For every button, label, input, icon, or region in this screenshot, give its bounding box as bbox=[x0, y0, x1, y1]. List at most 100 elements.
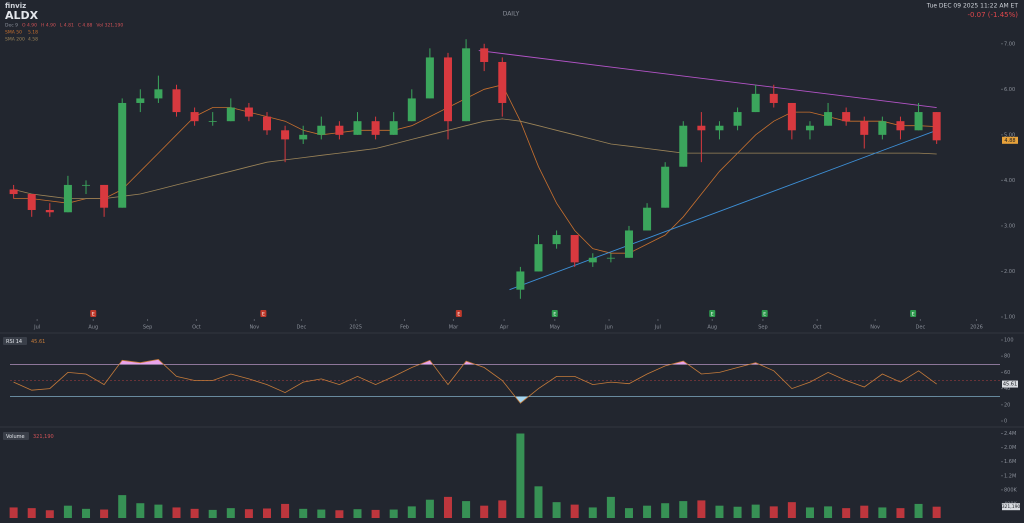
candle-body bbox=[244, 107, 253, 117]
earnings-marker bbox=[90, 310, 97, 317]
ohlc-info: L 4.81 bbox=[60, 23, 74, 29]
trendline bbox=[478, 50, 937, 108]
candle-body bbox=[208, 121, 217, 122]
x-tick-label: Sep bbox=[143, 325, 152, 331]
volume-bar bbox=[27, 508, 36, 518]
timestamp: Tue DEC 09 2025 11:22 AM ET bbox=[926, 3, 1019, 10]
y-tick-label: 40 bbox=[1004, 386, 1010, 392]
candle-body bbox=[226, 107, 235, 122]
volume-bar bbox=[9, 507, 18, 518]
volume-bar bbox=[715, 505, 724, 518]
volume-bar bbox=[118, 495, 127, 518]
y-tick-label: 2.0M bbox=[1004, 445, 1016, 451]
volume-bar bbox=[824, 506, 833, 518]
x-tick-label: Aug bbox=[88, 325, 98, 331]
volume-bar bbox=[534, 486, 543, 518]
volume-bar bbox=[353, 509, 362, 518]
candle-body bbox=[263, 116, 272, 131]
candle-body bbox=[371, 121, 380, 135]
candle-body bbox=[715, 125, 724, 131]
volume-bar bbox=[805, 507, 814, 518]
x-tick-label: Jul bbox=[654, 325, 661, 331]
candle-body bbox=[9, 189, 18, 195]
candle-body bbox=[805, 125, 814, 131]
candle-body bbox=[27, 194, 36, 210]
volume-bar bbox=[570, 504, 579, 518]
candle-body bbox=[100, 184, 109, 208]
candle-body bbox=[606, 257, 615, 259]
panel-label-box bbox=[3, 337, 27, 345]
interval: DAILY bbox=[503, 11, 520, 18]
last-price-label: 4.88 bbox=[1004, 138, 1015, 144]
x-tick-label: Feb bbox=[400, 325, 409, 331]
candle-body bbox=[317, 125, 326, 135]
volume-bar bbox=[226, 508, 235, 518]
earnings-marker bbox=[260, 310, 267, 317]
panel-value: 321,190 bbox=[33, 434, 54, 440]
y-tick-label: 1.00 bbox=[1004, 315, 1015, 321]
candle-body bbox=[516, 271, 525, 290]
candle-body bbox=[299, 134, 308, 140]
volume-bar bbox=[679, 501, 688, 518]
x-tick-label: Oct bbox=[813, 325, 822, 331]
price-change: -0.07 (-1.45%) bbox=[967, 11, 1018, 19]
y-tick-label: 1.2M bbox=[1004, 473, 1016, 479]
x-tick-label: Dec bbox=[916, 325, 926, 331]
legend-value: 5.18 bbox=[28, 30, 38, 36]
candle-body bbox=[45, 209, 54, 213]
candle-body bbox=[552, 235, 561, 245]
x-tick-label: 2025 bbox=[349, 325, 362, 331]
panel-label: RSI 14 bbox=[6, 339, 22, 345]
volume-bar bbox=[263, 508, 272, 518]
x-tick-label: Dec bbox=[297, 325, 307, 331]
candle-body bbox=[860, 121, 869, 135]
candle-body bbox=[896, 121, 905, 131]
earnings-label: E bbox=[92, 311, 95, 317]
y-tick-label: 6.00 bbox=[1004, 87, 1015, 93]
ohlc-info: Dec 9 bbox=[5, 23, 18, 29]
volume-bar bbox=[63, 505, 72, 518]
volume-bar bbox=[733, 506, 742, 518]
candle-body bbox=[407, 98, 416, 122]
ohlc-info: H 4.90 bbox=[41, 23, 56, 29]
x-tick-label: Mar bbox=[449, 325, 459, 331]
x-tick-label: Jul bbox=[33, 325, 40, 331]
y-tick-label: 4.00 bbox=[1004, 178, 1015, 184]
candle-body bbox=[118, 102, 127, 208]
candle-body bbox=[462, 48, 471, 122]
volume-bar bbox=[878, 507, 887, 518]
volume-bar bbox=[914, 503, 923, 518]
candle-body bbox=[878, 121, 887, 135]
earnings-marker bbox=[455, 310, 462, 317]
y-tick-label: 100 bbox=[1004, 338, 1014, 344]
moving-average bbox=[13, 84, 937, 254]
volume-bar bbox=[842, 508, 851, 518]
volume-bar bbox=[45, 510, 54, 518]
volume-bar bbox=[82, 508, 91, 518]
x-tick-label: 2026 bbox=[970, 325, 983, 331]
x-tick-label: May bbox=[550, 325, 560, 331]
ohlc-info: Vol 321,190 bbox=[96, 23, 123, 29]
candle-body bbox=[679, 125, 688, 167]
panel-value: 45.61 bbox=[31, 339, 45, 345]
last-value-label: 321,190 bbox=[1002, 504, 1021, 510]
ticker: ALDX bbox=[5, 9, 39, 22]
y-tick-label: 800K bbox=[1004, 487, 1018, 493]
volume-bar bbox=[624, 508, 633, 518]
legend-name: SMA 200 bbox=[5, 37, 25, 43]
earnings-label: E bbox=[262, 311, 265, 317]
legend-name: SMA 50 bbox=[5, 30, 22, 36]
earnings-label: E bbox=[457, 311, 460, 317]
candle-body bbox=[534, 244, 543, 272]
x-tick-label: Jun bbox=[604, 325, 613, 331]
candle-body bbox=[353, 121, 362, 135]
panel-label: Volume bbox=[6, 434, 25, 440]
volume-bar bbox=[480, 505, 489, 518]
y-tick-label: 7.00 bbox=[1004, 41, 1015, 47]
earnings-marker bbox=[910, 310, 917, 317]
volume-bar bbox=[100, 509, 109, 518]
ohlc-info: O 4.90 bbox=[22, 23, 37, 29]
volume-bar bbox=[136, 503, 145, 518]
candle-body bbox=[588, 257, 597, 263]
